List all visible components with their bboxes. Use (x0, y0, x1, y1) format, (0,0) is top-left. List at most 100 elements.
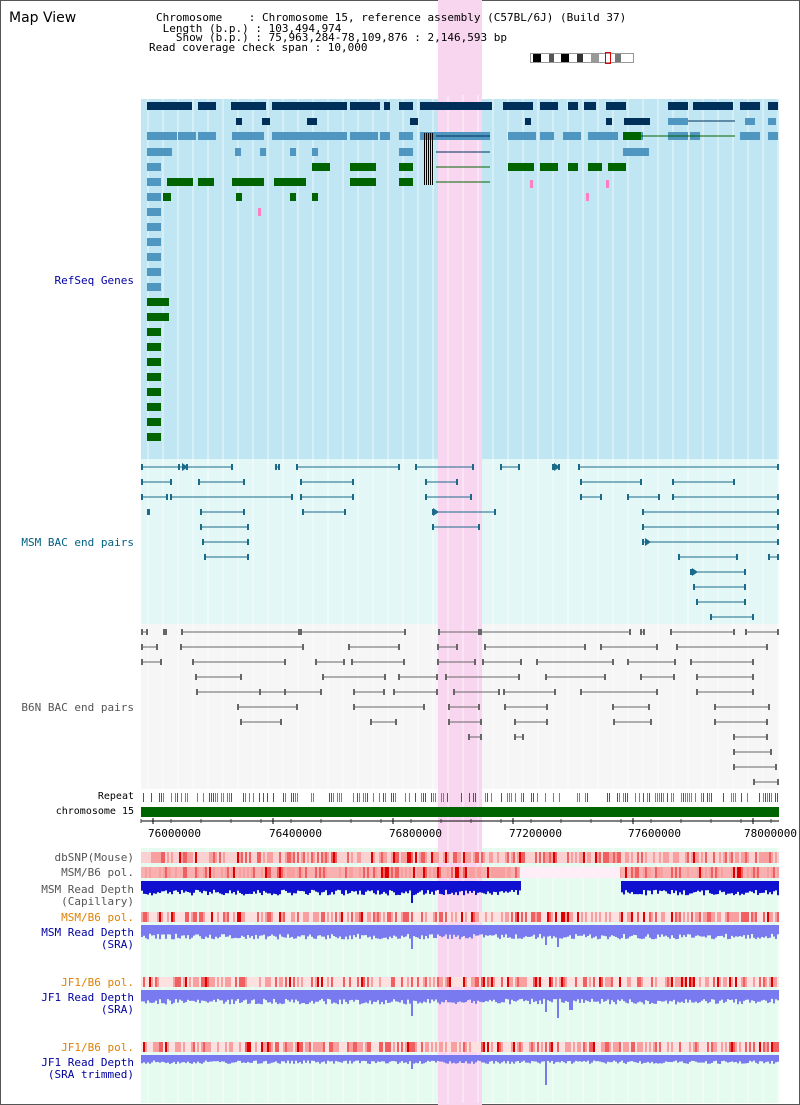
polymorphism-cell (461, 867, 463, 878)
polymorphism-cell (655, 852, 657, 863)
polymorphism-cell (547, 852, 549, 863)
track-label-chromosome[interactable]: chromosome 15 (55, 806, 134, 817)
bac-end (627, 659, 629, 665)
polymorphism-cell (227, 912, 229, 922)
polymorphism-cell (593, 1042, 595, 1052)
polymorphism-cell (261, 852, 263, 863)
read-depth-bar (507, 925, 509, 938)
read-depth-bar (475, 925, 477, 936)
polymorphism-cell (155, 1042, 157, 1052)
read-depth-bar (371, 1055, 373, 1062)
polymorphism-cell (165, 852, 167, 863)
read-depth-bar (353, 925, 355, 936)
polymorphism-cell (757, 852, 759, 863)
track-label-msm-b6-pol-sra[interactable]: MSM/B6 pol. (61, 911, 134, 924)
gene-feature (198, 132, 216, 140)
track-label-jf1-b6-pol-trimmed[interactable]: JF1/B6 pol. (61, 1041, 134, 1054)
polymorphism-cell (627, 852, 629, 863)
track-label-refseq[interactable]: RefSeq Genes (54, 274, 134, 287)
polymorphism-cell (269, 912, 271, 922)
chromosome-ideogram[interactable] (530, 52, 634, 64)
read-depth-bar (387, 881, 389, 896)
polymorphism-cell (507, 867, 509, 878)
read-depth-bar (395, 1055, 397, 1062)
polymorphism-cell (225, 1042, 227, 1052)
polymorphism-cell (467, 852, 469, 863)
track-label-msm-b6-pol-capillary[interactable]: MSM/B6 pol. (61, 866, 134, 879)
polymorphism-cell (365, 867, 367, 878)
track-label-msm-bac[interactable]: MSM BAC end pairs (21, 536, 134, 549)
read-depth-bar (545, 990, 547, 1012)
read-depth-bar (257, 990, 259, 1004)
polymorphism-cell (323, 977, 325, 987)
polymorphism-cell (595, 852, 597, 863)
read-depth-bar (417, 881, 419, 893)
polymorphism-cell (247, 867, 249, 878)
polymorphism-cell (501, 912, 503, 922)
read-depth-bar (427, 1055, 429, 1061)
polymorphism-cell (217, 977, 219, 987)
polymorphism-cell (735, 867, 737, 878)
polymorphism-cell (511, 912, 513, 922)
read-depth-bar (477, 990, 479, 1001)
track-label-dbsnp[interactable]: dbSNP(Mouse) (54, 851, 134, 864)
polymorphism-cell (259, 912, 261, 922)
read-depth-bar (583, 925, 585, 935)
polymorphism-cell (545, 1042, 547, 1052)
polymorphism-cell (655, 912, 657, 922)
track-label-jf1-read-depth-trimmed[interactable]: JF1 Read Depth (41, 1056, 134, 1069)
polymorphism-cell (185, 1042, 187, 1052)
track-label-repeat[interactable]: Repeat (97, 791, 134, 802)
track-label-msm-read-depth-capillary[interactable]: MSM Read Depth (41, 883, 134, 896)
polymorphism-cell (561, 852, 563, 863)
polymorphism-cell (169, 977, 171, 987)
repeat-element (703, 793, 704, 802)
polymorphism-cell (477, 977, 479, 987)
polymorphism-cell (191, 912, 193, 922)
track-label-msm-read-depth-sra[interactable]: MSM Read Depth (41, 926, 134, 939)
read-depth-bar (673, 925, 675, 938)
bac-end (733, 479, 735, 485)
polymorphism-cell (493, 852, 495, 863)
bac-end (498, 689, 500, 695)
read-depth-bar (429, 990, 431, 1004)
polymorphism-cell (163, 1042, 165, 1052)
track-label-jf1-b6-pol-sra[interactable]: JF1/B6 pol. (61, 976, 134, 989)
polymorphism-cell (249, 852, 251, 863)
polymorphism-cell (229, 912, 231, 922)
read-depth-bar (431, 990, 433, 1000)
read-depth-bar (619, 925, 621, 940)
read-depth-bar (389, 925, 391, 937)
polymorphism-cell (553, 912, 555, 922)
polymorphism-cell (155, 852, 157, 863)
polymorphism-cell (403, 867, 405, 878)
gene-feature (147, 388, 161, 396)
polymorphism-cell (631, 977, 633, 987)
polymorphism-cell (443, 912, 445, 922)
polymorphism-cell (233, 867, 235, 878)
read-depth-bar (211, 925, 213, 939)
read-depth-bar (559, 990, 561, 999)
read-depth-bar (327, 925, 329, 936)
read-depth-bar (767, 1055, 769, 1062)
gene-arrow (272, 102, 275, 110)
read-depth-bar (753, 1055, 755, 1061)
polymorphism-cell (553, 977, 555, 987)
polymorphism-cell (691, 1042, 693, 1052)
bac-end (752, 689, 754, 695)
read-depth-bar (275, 925, 277, 937)
bac-end (165, 629, 167, 635)
read-depth-bar (727, 990, 729, 1000)
polymorphism-cell (333, 867, 335, 878)
gene-feature (420, 102, 492, 110)
read-depth-bar (551, 1055, 553, 1061)
read-depth-bar (217, 1055, 219, 1062)
track-label-jf1-read-depth-sra[interactable]: JF1 Read Depth (41, 991, 134, 1004)
read-depth-bar (375, 1055, 377, 1064)
polymorphism-cell (247, 912, 249, 922)
gene-arrow (147, 223, 150, 231)
polymorphism-cell (337, 977, 339, 987)
track-label-b6n-bac[interactable]: B6N BAC end pairs (21, 701, 134, 714)
repeat-element (231, 793, 232, 802)
